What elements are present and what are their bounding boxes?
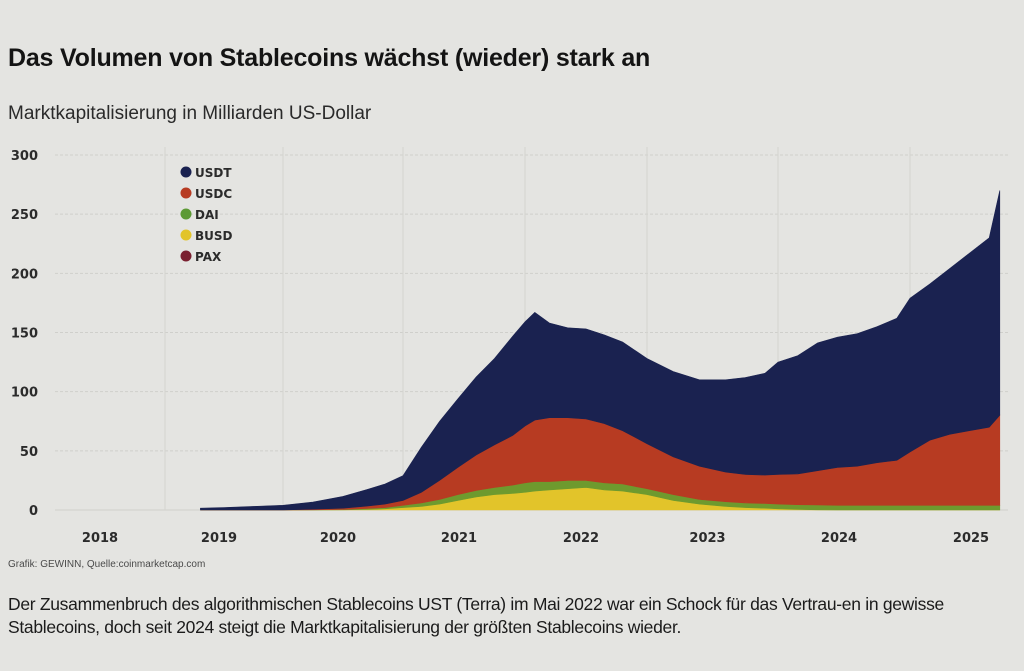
x-tick-label: 2019 — [201, 531, 237, 546]
legend: USDT USDC DAI BUSD PAX — [180, 166, 233, 264]
y-tick-label: 50 — [20, 445, 38, 460]
legend-label: USDT — [195, 166, 232, 180]
y-tick-label: 100 — [11, 386, 38, 401]
legend-item-dai: DAI — [180, 208, 219, 222]
areas — [200, 190, 1001, 511]
y-tick-label: 250 — [11, 208, 38, 223]
legend-label: DAI — [195, 208, 219, 222]
legend-item-usdt: USDT — [180, 166, 232, 180]
legend-swatch — [180, 229, 192, 241]
legend-label: PAX — [195, 250, 222, 264]
x-tick-label: 2018 — [82, 531, 118, 546]
x-tick-label: 2025 — [953, 531, 989, 546]
x-tick-label: 2022 — [563, 531, 599, 546]
legend-swatch — [180, 166, 192, 178]
x-tick-label: 2023 — [689, 531, 725, 546]
legend-swatch — [180, 208, 192, 220]
legend-item-usdc: USDC — [180, 187, 232, 201]
x-tick-label: 2024 — [821, 531, 857, 546]
x-tick-label: 2021 — [441, 531, 477, 546]
legend-label: BUSD — [195, 229, 233, 243]
y-tick-label: 150 — [11, 327, 38, 342]
legend-item-busd: BUSD — [180, 229, 233, 243]
caption: Der Zusammenbruch des algorithmischen St… — [8, 594, 944, 637]
area-usdt — [200, 190, 1001, 511]
chart-title: Das Volumen von Stablecoins wächst (wied… — [8, 44, 651, 72]
legend-swatch — [180, 187, 192, 199]
chart-subtitle: Marktkapitalisierung in Milliarden US-Do… — [8, 103, 372, 124]
x-axis: 2018 2019 2020 2021 2022 2023 2024 2025 — [82, 531, 989, 546]
x-tick-label: 2020 — [320, 531, 356, 546]
y-tick-label: 0 — [29, 504, 38, 519]
legend-swatch — [180, 250, 192, 262]
y-axis: 0 50 100 150 200 250 300 — [11, 149, 38, 519]
source-note: Grafik: GEWINN, Quelle:coinmarketcap.com — [8, 559, 206, 570]
y-tick-label: 200 — [11, 267, 38, 282]
legend-label: USDC — [195, 187, 232, 201]
y-tick-label: 300 — [11, 149, 38, 164]
legend-item-pax: PAX — [180, 250, 222, 264]
